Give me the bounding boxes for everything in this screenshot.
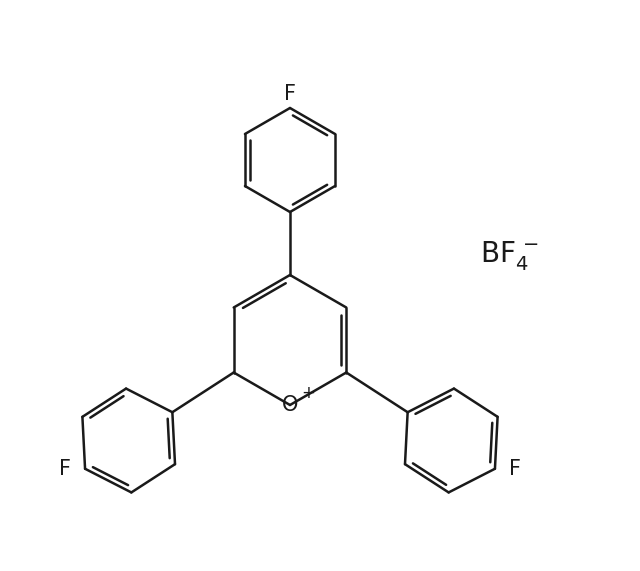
- Text: O: O: [282, 395, 298, 415]
- Text: +: +: [301, 384, 315, 402]
- Text: F: F: [509, 459, 521, 478]
- Text: F: F: [59, 459, 71, 478]
- Text: BF$_4^{\,-}$: BF$_4^{\,-}$: [480, 239, 538, 271]
- Text: F: F: [284, 84, 296, 104]
